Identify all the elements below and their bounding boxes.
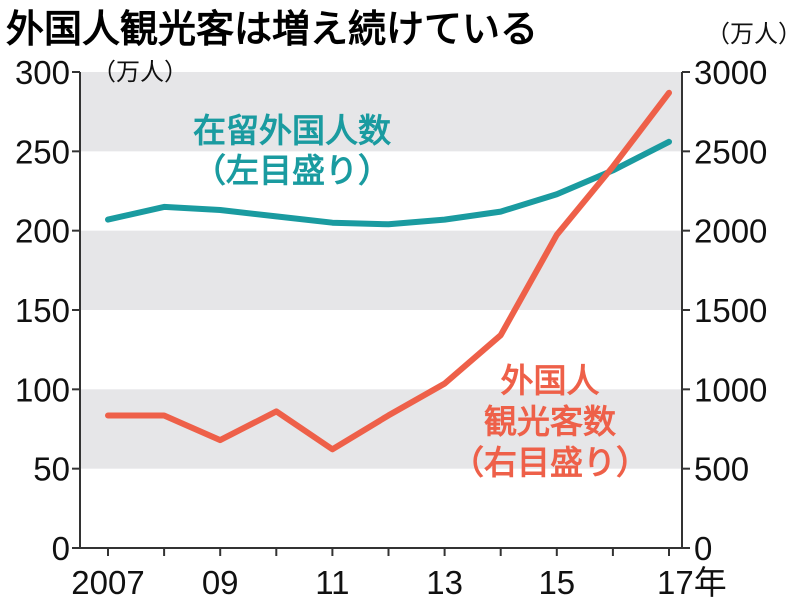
right-tick-label: 3000 bbox=[694, 54, 767, 91]
left-tick-label: 150 bbox=[15, 292, 70, 329]
left-tick-label: 300 bbox=[15, 54, 70, 91]
chart-title: 外国人観光客は増え続けている bbox=[6, 7, 538, 51]
grid-band bbox=[80, 389, 682, 469]
series-label-line: 観光客数 bbox=[484, 402, 617, 441]
series-lines bbox=[105, 89, 672, 453]
series-label-line: （右目盛り） bbox=[451, 443, 649, 482]
x-axis-ticks: 2007 09 11 13 15 17年 bbox=[71, 548, 727, 601]
left-axis-ticks: 0 50 100 150 200 250 300 bbox=[15, 54, 80, 567]
x-tick-label: 15 bbox=[538, 564, 575, 601]
right-tick-label: 1000 bbox=[694, 371, 767, 408]
left-tick-label: 0 bbox=[52, 530, 70, 567]
right-axis-ticks: 0 500 1000 1500 2000 2500 3000 bbox=[682, 54, 767, 567]
right-axis-unit: （万人） bbox=[706, 20, 799, 48]
series-label-line: 外国人 bbox=[501, 361, 600, 400]
right-tick-label: 2000 bbox=[694, 213, 767, 250]
right-tick-label: 500 bbox=[694, 451, 749, 488]
series-label-line: （左目盛り） bbox=[193, 151, 391, 190]
right-tick-label: 0 bbox=[694, 530, 712, 567]
x-tick-label: 09 bbox=[202, 564, 239, 601]
left-tick-label: 250 bbox=[15, 133, 70, 170]
x-tick-label: 13 bbox=[426, 564, 463, 601]
series-label-line: 在留外国人数 bbox=[193, 111, 392, 150]
series-line bbox=[105, 89, 672, 453]
grid-bands bbox=[80, 72, 682, 469]
left-tick-label: 100 bbox=[15, 371, 70, 408]
left-tick-label: 50 bbox=[33, 451, 70, 488]
grid-band bbox=[80, 72, 682, 152]
x-tick-label: 11 bbox=[315, 564, 349, 601]
left-axis-unit: （万人） bbox=[92, 58, 188, 86]
grid-band bbox=[80, 230, 682, 310]
left-tick-label: 200 bbox=[15, 213, 70, 250]
right-tick-label: 2500 bbox=[694, 133, 767, 170]
x-tick-label: 17年 bbox=[657, 564, 727, 601]
right-tick-label: 1500 bbox=[694, 292, 767, 329]
x-tick-label: 2007 bbox=[71, 564, 144, 601]
series-line bbox=[105, 138, 672, 228]
